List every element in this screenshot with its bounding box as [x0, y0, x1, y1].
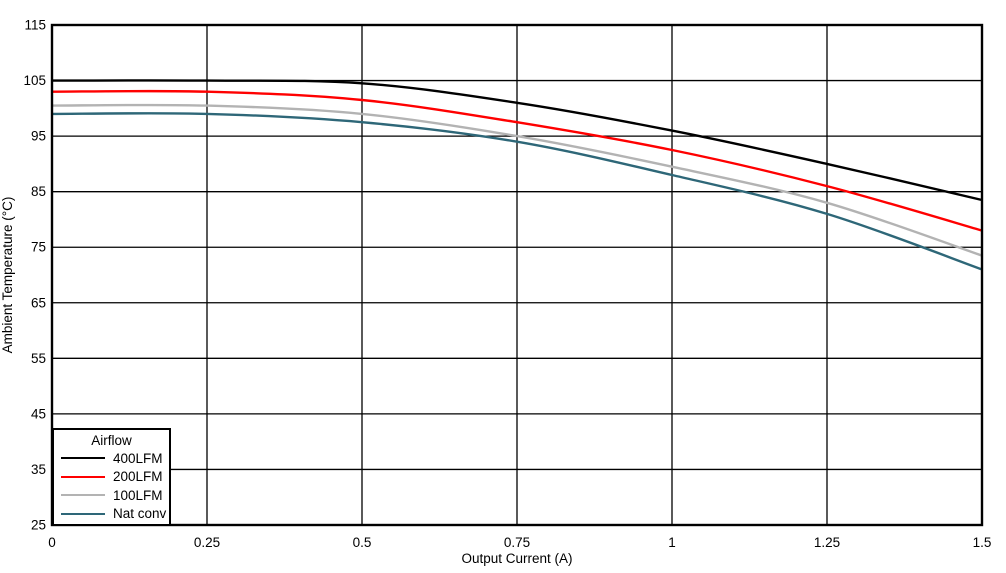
legend-item-100lfm: 100LFM [54, 486, 169, 505]
series-curve-100lfm [51, 103, 983, 257]
y-tick-label-115: 115 [24, 18, 46, 33]
gridlines [51, 24, 983, 526]
legend-items: 400LFM 200LFM 100LFM Nat conv [54, 449, 169, 523]
legend-item-label: 400LFM [113, 450, 163, 466]
legend-item-label: 200LFM [113, 469, 163, 485]
y-tick-label-35: 35 [31, 462, 46, 477]
x-tick-label-1.5: 1.5 [973, 535, 992, 550]
x-tick-label-0.75: 0.75 [504, 535, 530, 550]
x-tick-labels: 0 0.25 0.5 0.75 1 1.25 1.5 [48, 535, 991, 550]
y-axis-label: Ambient Temperature (°C) [0, 197, 15, 354]
x-tick-label-0.5: 0.5 [353, 535, 372, 550]
legend-item-nat-conv: Nat conv [54, 505, 169, 524]
x-axis-label: Output Current (A) [461, 551, 572, 566]
y-tick-label-85: 85 [31, 184, 46, 199]
y-tick-label-75: 75 [31, 240, 46, 255]
y-tick-label-105: 105 [23, 73, 46, 88]
legend: Airflow 400LFM 200LFM 100LFM Nat conv [52, 428, 171, 526]
legend-item-label: Nat conv [113, 506, 167, 522]
x-tick-label-0.25: 0.25 [194, 535, 220, 550]
plot-border [50, 23, 984, 527]
y-tick-label-55: 55 [31, 351, 46, 366]
legend-swatch-200lfm [61, 475, 105, 478]
legend-item-400lfm: 400LFM [54, 449, 169, 468]
x-tick-label-1.25: 1.25 [814, 535, 840, 550]
series-curve-200lfm [51, 89, 983, 232]
legend-item-200lfm: 200LFM [54, 468, 169, 487]
y-tick-label-45: 45 [31, 406, 46, 421]
legend-swatch-nat-conv [61, 512, 105, 515]
y-tick-labels: 115 105 95 85 75 65 55 45 35 25 [23, 18, 46, 533]
series-curve-400lfm [51, 79, 983, 202]
legend-item-label: 100LFM [113, 487, 163, 503]
series-curves [51, 79, 983, 271]
y-tick-label-65: 65 [31, 295, 46, 310]
x-tick-label-0: 0 [48, 535, 56, 550]
legend-swatch-100lfm [61, 494, 105, 497]
x-tick-label-1: 1 [668, 535, 676, 550]
legend-swatch-400lfm [61, 457, 105, 460]
legend-title: Airflow [91, 433, 132, 448]
y-tick-label-25: 25 [31, 518, 46, 533]
y-tick-label-95: 95 [31, 129, 46, 144]
series-curve-nat-conv [51, 112, 983, 271]
